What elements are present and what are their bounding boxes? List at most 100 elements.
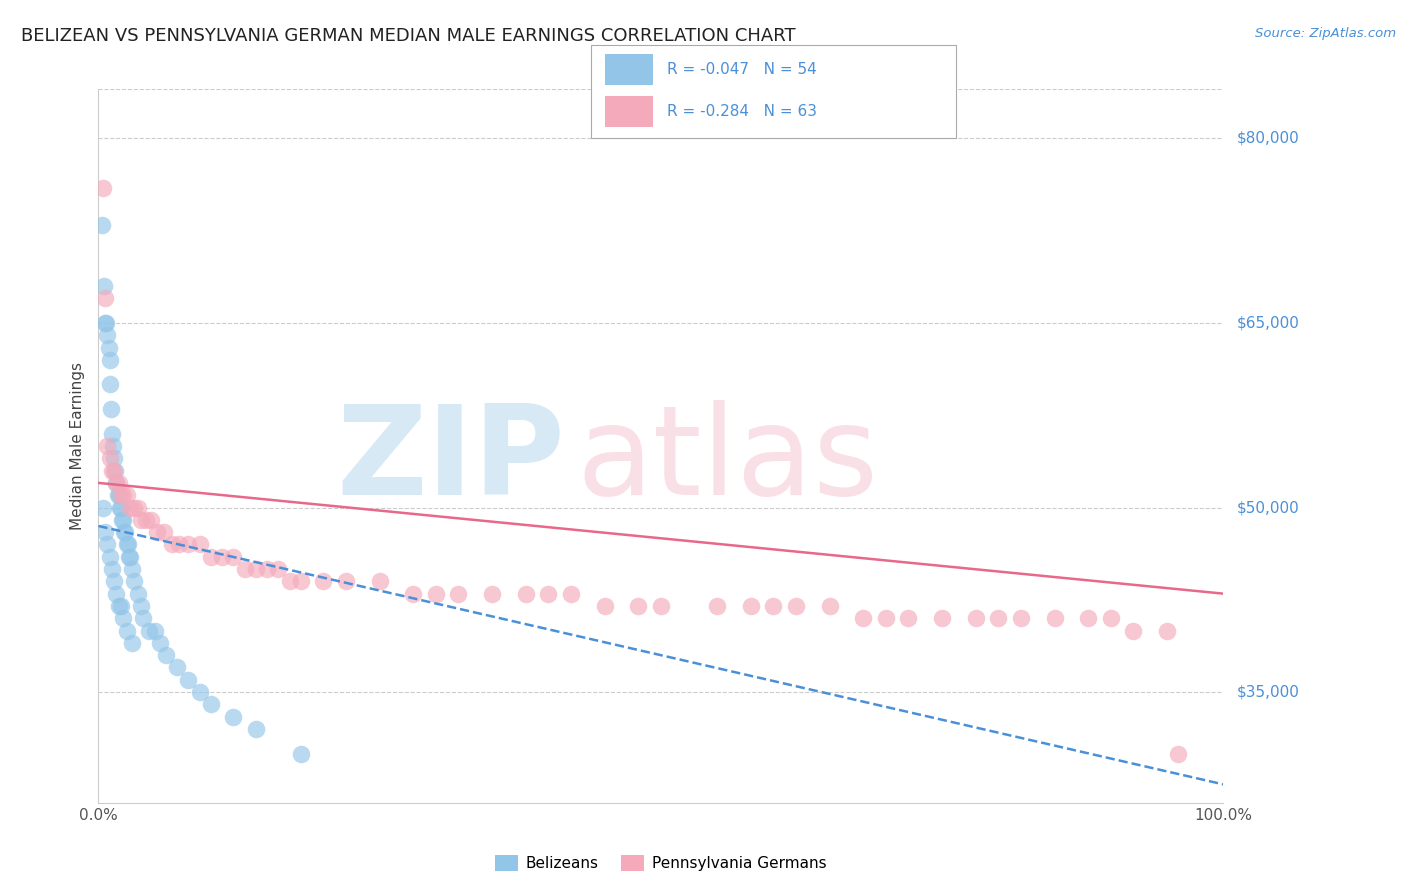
Point (1077, 611, 1099, 625)
Point (256, 562, 278, 576)
Point (245, 562, 267, 576)
Point (593, 599, 616, 613)
Point (91, 180, 114, 194)
Point (1122, 624, 1144, 638)
Point (1043, 611, 1066, 625)
Text: R = -0.047   N = 54: R = -0.047 N = 54 (668, 62, 817, 77)
Point (818, 599, 841, 613)
Point (105, 475, 128, 490)
Point (1010, 611, 1032, 625)
Text: $65,000: $65,000 (1237, 316, 1301, 330)
Point (111, 513, 134, 527)
Legend: Belizeans, Pennsylvania Germans: Belizeans, Pennsylvania Germans (489, 849, 832, 877)
Point (100, 402, 122, 417)
Point (177, 673, 200, 687)
Point (650, 599, 672, 613)
Point (98, 352, 121, 367)
Point (101, 464, 124, 478)
Point (143, 624, 166, 638)
Point (931, 611, 953, 625)
Point (169, 537, 191, 551)
Point (98, 549, 121, 564)
Point (105, 587, 128, 601)
Point (188, 537, 211, 551)
Point (560, 587, 582, 601)
Point (112, 488, 135, 502)
Point (127, 500, 149, 515)
Point (177, 537, 200, 551)
Point (129, 599, 152, 613)
Point (108, 500, 131, 515)
Point (155, 648, 177, 662)
Point (98, 451, 121, 466)
Point (1167, 747, 1189, 761)
Point (129, 513, 152, 527)
Point (368, 574, 391, 589)
Point (233, 562, 256, 576)
Point (96, 537, 118, 551)
Point (115, 624, 138, 638)
Text: $80,000: $80,000 (1237, 131, 1301, 146)
FancyBboxPatch shape (605, 54, 652, 85)
Point (96, 328, 118, 343)
Point (166, 660, 188, 674)
Point (1099, 611, 1122, 625)
Point (110, 599, 132, 613)
Point (101, 562, 124, 576)
Point (118, 549, 141, 564)
Point (312, 574, 335, 589)
Point (245, 722, 267, 736)
Point (91, 500, 114, 515)
Point (121, 562, 143, 576)
Point (146, 525, 169, 540)
Point (124, 574, 146, 589)
Point (115, 488, 138, 502)
Text: $50,000: $50,000 (1237, 500, 1301, 515)
Point (897, 611, 920, 625)
Point (785, 599, 807, 613)
Point (875, 611, 897, 625)
Point (152, 525, 174, 540)
Point (118, 500, 141, 515)
Point (141, 513, 163, 527)
Point (481, 587, 503, 601)
Point (290, 574, 312, 589)
Point (121, 636, 143, 650)
Point (112, 513, 135, 527)
Point (222, 709, 245, 723)
Point (105, 475, 128, 490)
Point (537, 587, 560, 601)
Point (135, 513, 157, 527)
Point (107, 599, 129, 613)
Point (425, 587, 447, 601)
Point (200, 698, 222, 712)
Point (110, 488, 132, 502)
Point (98, 377, 121, 392)
Point (762, 599, 785, 613)
Point (112, 611, 135, 625)
Point (117, 537, 139, 551)
Point (447, 587, 470, 601)
Text: $35,000: $35,000 (1237, 684, 1301, 699)
Point (1156, 624, 1178, 638)
Text: Source: ZipAtlas.com: Source: ZipAtlas.com (1256, 27, 1396, 40)
Point (103, 451, 125, 466)
Point (103, 574, 125, 589)
Point (101, 439, 124, 453)
Point (101, 426, 124, 441)
Point (402, 587, 425, 601)
Point (96, 316, 118, 330)
Point (97, 341, 120, 355)
FancyBboxPatch shape (605, 96, 652, 127)
Point (706, 599, 728, 613)
Point (90, 218, 112, 232)
Point (515, 587, 537, 601)
Text: ZIP: ZIP (336, 400, 565, 521)
Text: BELIZEAN VS PENNSYLVANIA GERMAN MEDIAN MALE EARNINGS CORRELATION CHART: BELIZEAN VS PENNSYLVANIA GERMAN MEDIAN M… (21, 27, 796, 45)
Point (987, 611, 1010, 625)
Point (110, 500, 132, 515)
Text: atlas: atlas (576, 400, 879, 521)
Point (115, 537, 138, 551)
Point (267, 562, 290, 576)
Point (94, 525, 117, 540)
